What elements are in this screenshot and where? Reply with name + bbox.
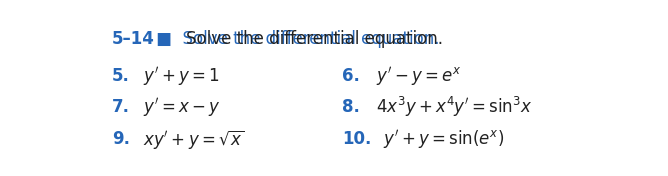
Text: 5–14: 5–14 (112, 30, 155, 48)
Text: $4x^3y + x^4y' = \sin^3\!x$: $4x^3y + x^4y' = \sin^3\!x$ (376, 95, 532, 119)
Text: 7.: 7. (112, 98, 130, 116)
Text: 10.: 10. (343, 130, 371, 148)
Text: $y' - y = e^{x}$: $y' - y = e^{x}$ (376, 65, 462, 87)
Text: $xy' + y = \sqrt{x}$: $xy' + y = \sqrt{x}$ (143, 128, 245, 150)
Text: 9.: 9. (112, 130, 130, 148)
Text: Solve the differential equation.: Solve the differential equation. (186, 30, 443, 48)
Text: $y' + y = 1$: $y' + y = 1$ (143, 65, 220, 87)
Text: $y' + y = \sin(e^{x})$: $y' + y = \sin(e^{x})$ (383, 128, 504, 150)
Text: 5.: 5. (112, 67, 130, 85)
Text: 6.: 6. (343, 67, 360, 85)
Text: $y' = x - y$: $y' = x - y$ (143, 96, 220, 119)
Text: ■  Solve the differential equation.: ■ Solve the differential equation. (151, 30, 440, 48)
Text: 8.: 8. (343, 98, 360, 116)
